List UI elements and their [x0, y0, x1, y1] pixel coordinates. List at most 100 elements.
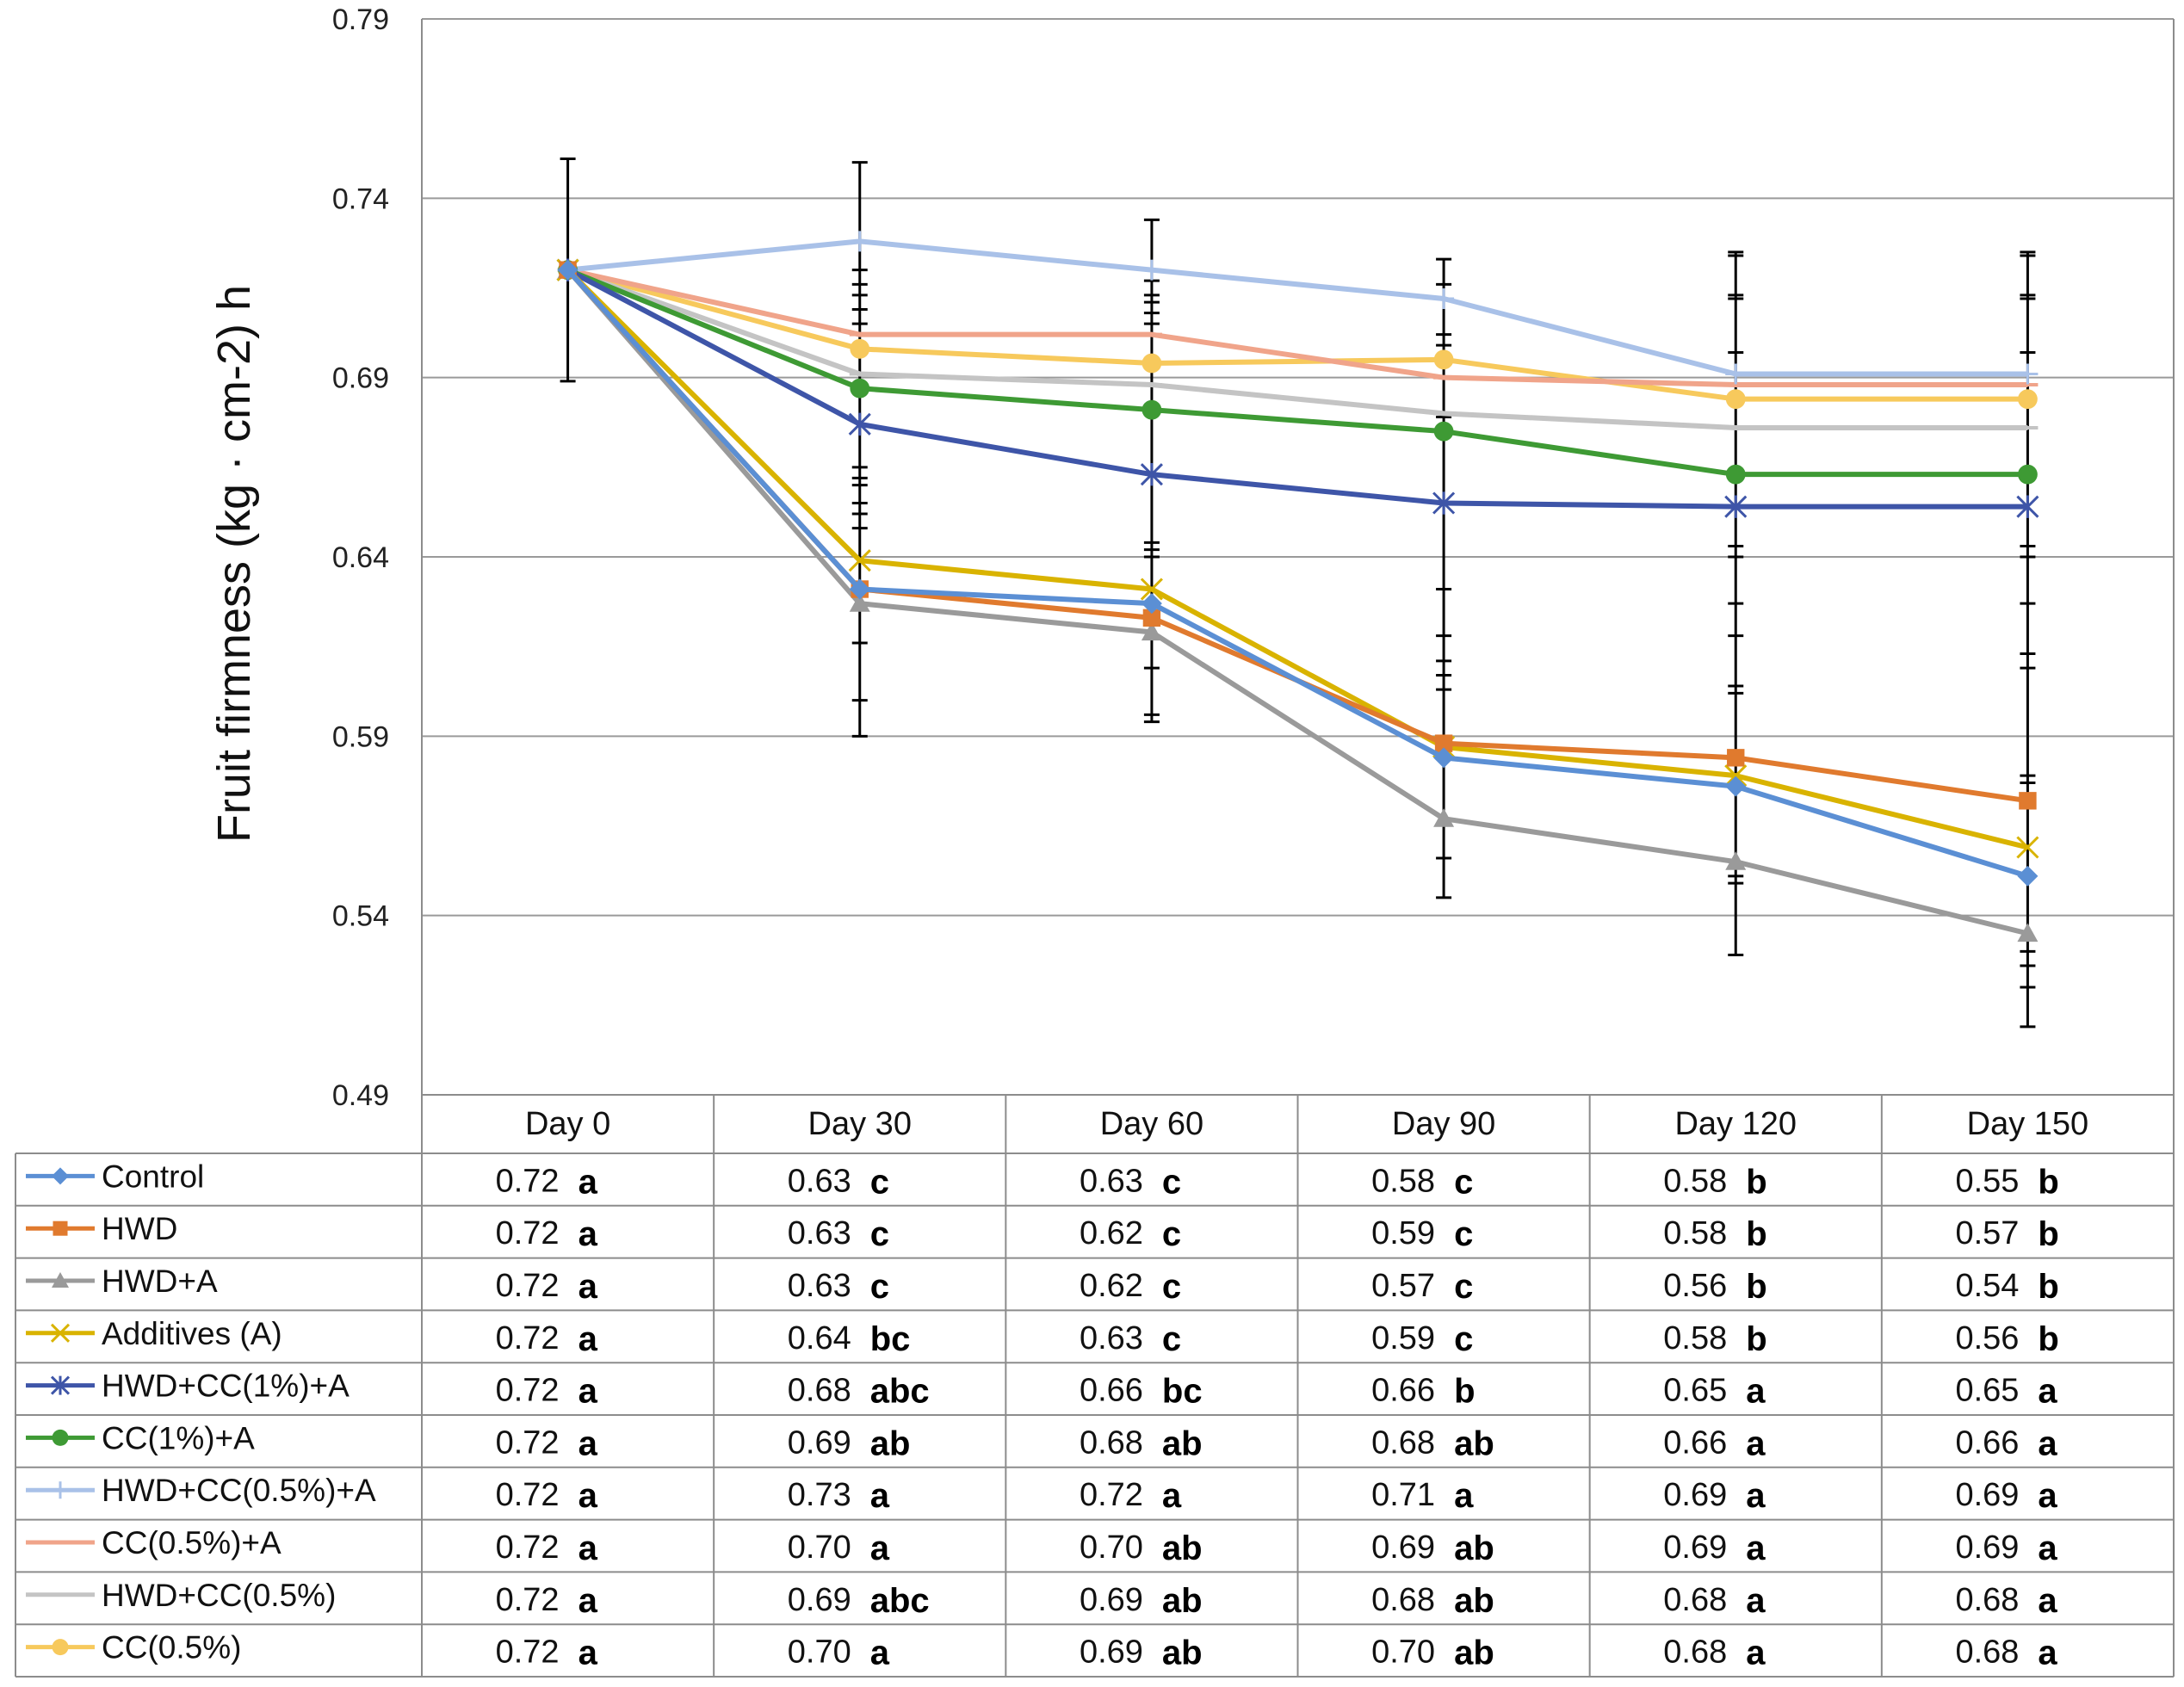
data-point — [848, 412, 871, 436]
table-cell-value: 0.69 — [1663, 1529, 1727, 1566]
table-cell-group-letter: ab — [1454, 1529, 1494, 1567]
series-name-label: HWD+CC(0.5%) — [102, 1578, 336, 1613]
table-cell-value: 0.69 — [1955, 1529, 2019, 1566]
table-cell-value: 0.57 — [1955, 1215, 2019, 1251]
series-group — [558, 260, 2038, 485]
table-cell-group-letter: c — [870, 1163, 889, 1201]
table-cell-group-letter: b — [2038, 1268, 2058, 1306]
series-name-label: Control — [102, 1159, 204, 1194]
table-cell-value: 0.72 — [496, 1424, 560, 1461]
y-tick-label: 0.59 — [332, 720, 389, 753]
data-point — [1141, 399, 1162, 420]
table-cell-group-letter: b — [1746, 1215, 1766, 1253]
table-cell-value: 0.58 — [1663, 1215, 1727, 1251]
data-point — [2017, 363, 2039, 385]
table-cell-group-letter: c — [1162, 1268, 1181, 1306]
column-header: Day 60 — [1100, 1106, 1203, 1142]
data-point — [1433, 349, 1454, 370]
table-cell-value: 0.72 — [496, 1320, 560, 1356]
marker-stroke — [848, 549, 871, 572]
table-cell-group-letter: c — [870, 1215, 889, 1253]
table-cell-group-letter: bc — [1162, 1373, 1203, 1411]
marker-stroke — [50, 1323, 71, 1343]
table-cell-value: 0.68 — [1371, 1582, 1435, 1618]
table-cell-group-letter: abc — [870, 1373, 930, 1411]
table-cell-value: 0.58 — [1663, 1163, 1727, 1199]
table-cell-value: 0.72 — [496, 1529, 560, 1566]
table-cell-group-letter: a — [1746, 1582, 1766, 1620]
series-name-label: Additives (A) — [102, 1316, 282, 1351]
table-cell-value: 0.68 — [1955, 1582, 2019, 1618]
data-point — [850, 378, 870, 399]
y-axis-label: Fruit firmness (kg · cm-2) h — [208, 285, 260, 843]
data-point — [848, 549, 871, 572]
data-point — [2016, 495, 2039, 518]
table-cell-value: 0.57 — [1371, 1268, 1435, 1304]
data-point — [1727, 749, 1745, 767]
series-group — [557, 259, 2039, 887]
marker-stroke — [2016, 836, 2039, 859]
table-cell-value: 0.65 — [1955, 1373, 2019, 1409]
table-cell-group-letter: b — [1746, 1320, 1766, 1358]
legend-key-marker — [50, 1375, 71, 1395]
table-cell-value: 0.72 — [496, 1634, 560, 1671]
data-point — [2017, 923, 2039, 942]
table-cell-group-letter: a — [578, 1215, 598, 1253]
series-line — [566, 267, 2028, 402]
table-cell-group-letter: a — [1746, 1373, 1766, 1411]
data-point — [850, 338, 870, 359]
data-point — [1141, 593, 1162, 615]
table-cell-group-letter: a — [870, 1529, 890, 1567]
data-point — [1432, 491, 1456, 515]
table-cell-value: 0.68 — [1663, 1582, 1727, 1618]
series-line — [566, 268, 2029, 936]
table-cell-value: 0.66 — [1371, 1373, 1435, 1409]
table-cell-group-letter: ab — [1454, 1634, 1494, 1672]
legend-key-marker — [53, 1220, 68, 1236]
table-cell-value: 0.63 — [1080, 1163, 1143, 1199]
series-name-label: HWD+CC(0.5%)+A — [102, 1473, 376, 1508]
data-point — [2018, 389, 2038, 410]
table-cell-value: 0.68 — [788, 1373, 851, 1409]
table-cell-value: 0.59 — [1371, 1215, 1435, 1251]
series-line — [567, 238, 2028, 377]
table-cell-value: 0.66 — [1955, 1424, 2019, 1461]
table-cell-group-letter: a — [870, 1634, 890, 1672]
data-point — [557, 259, 578, 281]
y-tick-label: 0.49 — [332, 1079, 389, 1112]
table-cell-value: 0.54 — [1955, 1268, 2019, 1304]
table-cell-value: 0.72 — [496, 1373, 560, 1409]
table-cell-value: 0.72 — [496, 1477, 560, 1513]
table-cell-group-letter: a — [2038, 1373, 2057, 1411]
series-line — [566, 267, 2028, 387]
table-cell-value: 0.73 — [788, 1477, 851, 1513]
data-point — [1141, 621, 1162, 641]
series-name-label: HWD+CC(1%)+A — [102, 1369, 350, 1404]
series-group — [557, 231, 2039, 385]
table-cell-value: 0.55 — [1955, 1163, 2019, 1199]
table-cell-value: 0.56 — [1955, 1320, 2019, 1356]
table-cell-group-letter: a — [2038, 1529, 2057, 1567]
series-line — [566, 267, 2028, 430]
data-point — [849, 231, 870, 252]
table-cell-value: 0.72 — [1080, 1477, 1143, 1513]
table-cell-value: 0.62 — [1080, 1268, 1143, 1304]
data-point — [1725, 363, 1747, 385]
table-cell-group-letter: a — [578, 1582, 598, 1620]
table-cell-value: 0.63 — [788, 1215, 851, 1251]
series-name-label: HWD+A — [102, 1264, 218, 1299]
column-header: Day 0 — [525, 1106, 610, 1142]
table-cell-group-letter: c — [1454, 1215, 1473, 1253]
table-cell-value: 0.58 — [1663, 1320, 1727, 1356]
table-cell-value: 0.70 — [1371, 1634, 1435, 1671]
table-cell-group-letter: a — [578, 1320, 598, 1358]
data-point — [1433, 421, 1454, 442]
table-cell-group-letter: a — [1746, 1529, 1766, 1567]
legend-key-marker — [52, 1639, 69, 1656]
table-cell-value: 0.70 — [1080, 1529, 1143, 1566]
table-cell-group-letter: c — [870, 1268, 889, 1306]
table-cell-group-letter: a — [2038, 1634, 2057, 1672]
table-cell-group-letter: c — [1454, 1320, 1473, 1358]
data-point — [2018, 464, 2038, 485]
